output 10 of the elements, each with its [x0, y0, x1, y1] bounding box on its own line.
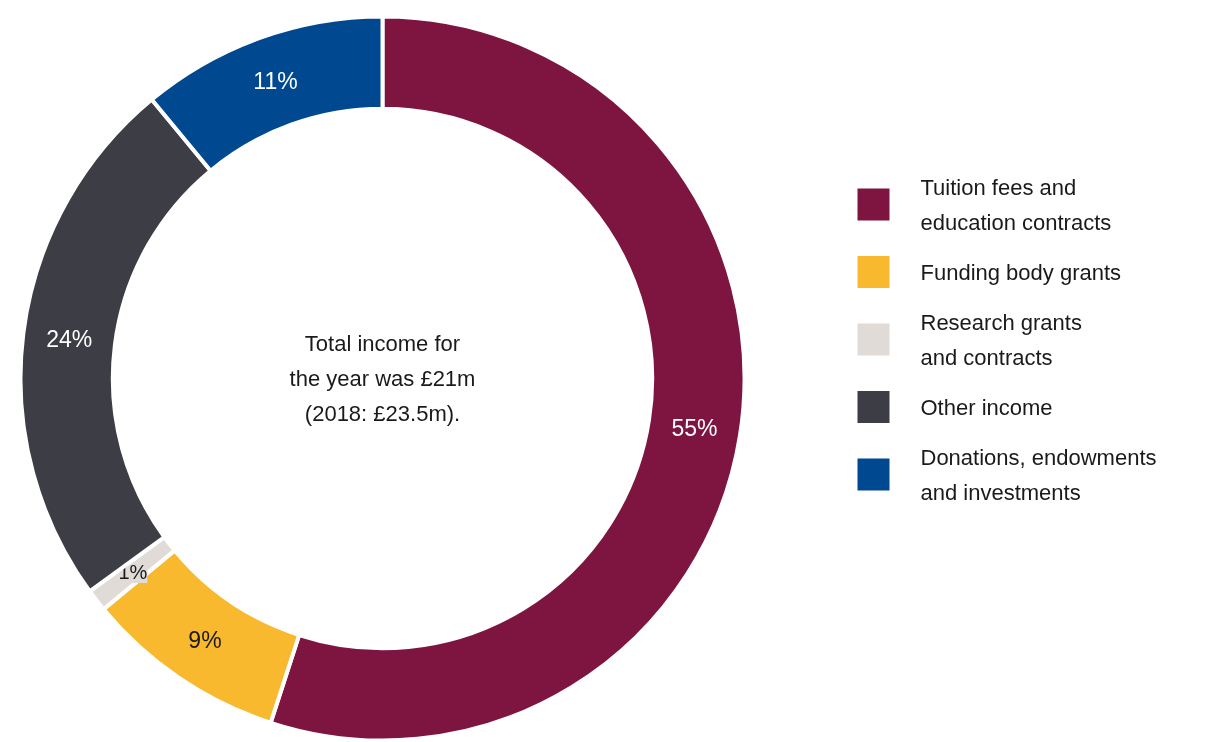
- data-label: 9%: [188, 626, 222, 653]
- text: Total income for the year was £21m (2018: £23.5m).: [289, 331, 476, 426]
- legend-label: Tuition fees and education contracts: [920, 174, 1112, 235]
- legend-label: Research grants and contracts: [920, 309, 1082, 370]
- data-label: 55%: [671, 414, 718, 441]
- legend-label: Other income: [920, 394, 1053, 420]
- legend-label: Funding body grants: [920, 259, 1122, 285]
- legend-label: Donations, endowments and investments: [920, 444, 1157, 505]
- data-label: 11%: [253, 68, 298, 95]
- data-label: 24%: [46, 325, 93, 352]
